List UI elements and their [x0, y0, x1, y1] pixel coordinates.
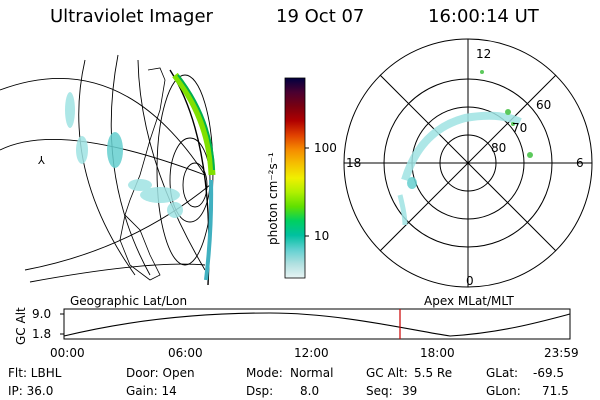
latitude-arc	[0, 78, 206, 176]
strip-ytick-9: 9.0	[32, 307, 52, 321]
terminator-mark: ⅄	[38, 154, 45, 167]
polar-axis-diag	[379, 74, 557, 252]
info-door: Door: Open	[126, 366, 195, 380]
strip-ytick-1-8: 1.8	[32, 327, 52, 341]
app-title: Ultraviolet Imager	[50, 6, 213, 27]
polar-ring-label-80: 80	[491, 141, 507, 155]
header-time: 16:00:14 UT	[428, 6, 539, 27]
info-mode-value: Normal	[290, 366, 334, 380]
info-dsp-value: 8.0	[300, 384, 320, 398]
longitude-arc	[110, 54, 151, 276]
strip-right-caption: Apex MLat/MLT	[424, 294, 514, 308]
colorbar-scale	[284, 77, 306, 279]
continent-outline	[119, 67, 166, 281]
info-glon-label: GLon:	[486, 384, 521, 398]
longitude-arc	[137, 59, 206, 271]
strip-xtick-0600: 06:00	[168, 346, 203, 360]
info-dsp-label: Dsp:	[246, 384, 274, 398]
limb-ellipse	[169, 137, 211, 223]
info-gcalt-label: GC Alt:	[366, 366, 408, 380]
polar-label-6: 6	[576, 156, 584, 170]
polar-label-12: 12	[476, 47, 492, 61]
info-filter: Flt: LBHL	[8, 366, 62, 380]
polar-label-0: 0	[466, 274, 474, 288]
strip-frame	[63, 308, 571, 340]
info-ip: IP: 36.0	[8, 384, 54, 398]
info-gcalt-value: 5.5 Re	[414, 366, 453, 380]
aurora-limb-band	[172, 72, 216, 281]
info-glat-label: GLat:	[486, 366, 519, 380]
aurora-emission-geographic	[65, 92, 183, 218]
info-seq-label: Seq:	[366, 384, 393, 398]
header-date: 19 Oct 07	[276, 6, 365, 27]
info-glon-value: 71.5	[542, 384, 569, 398]
limb-ellipse	[182, 162, 208, 208]
polar-ring-label-60: 60	[536, 98, 552, 112]
info-gain: Gain: 14	[126, 384, 177, 398]
longitude-arc	[78, 59, 136, 276]
info-seq-value: 39	[402, 384, 418, 398]
strip-xtick-1200: 12:00	[294, 346, 329, 360]
latitude-arc	[29, 263, 206, 283]
aurora-emission-polar	[397, 70, 533, 226]
strip-left-caption: Geographic Lat/Lon	[70, 294, 188, 308]
altitude-curve	[63, 312, 571, 337]
strip-xtick-1800: 18:00	[420, 346, 455, 360]
latitude-arc	[24, 184, 211, 271]
info-glat-value: -69.5	[533, 366, 565, 380]
strip-xtick-0000: 00:00	[50, 346, 85, 360]
colorbar-tick-100: 100	[314, 141, 337, 155]
info-mode-label: Mode:	[246, 366, 283, 380]
strip-xtick-2359: 23:59	[544, 346, 579, 360]
polar-label-18: 18	[346, 156, 362, 170]
colorbar-tick-10: 10	[314, 229, 330, 243]
polar-ring-label-70: 70	[512, 121, 528, 135]
strip-ylabel: GC Alt	[14, 307, 28, 345]
